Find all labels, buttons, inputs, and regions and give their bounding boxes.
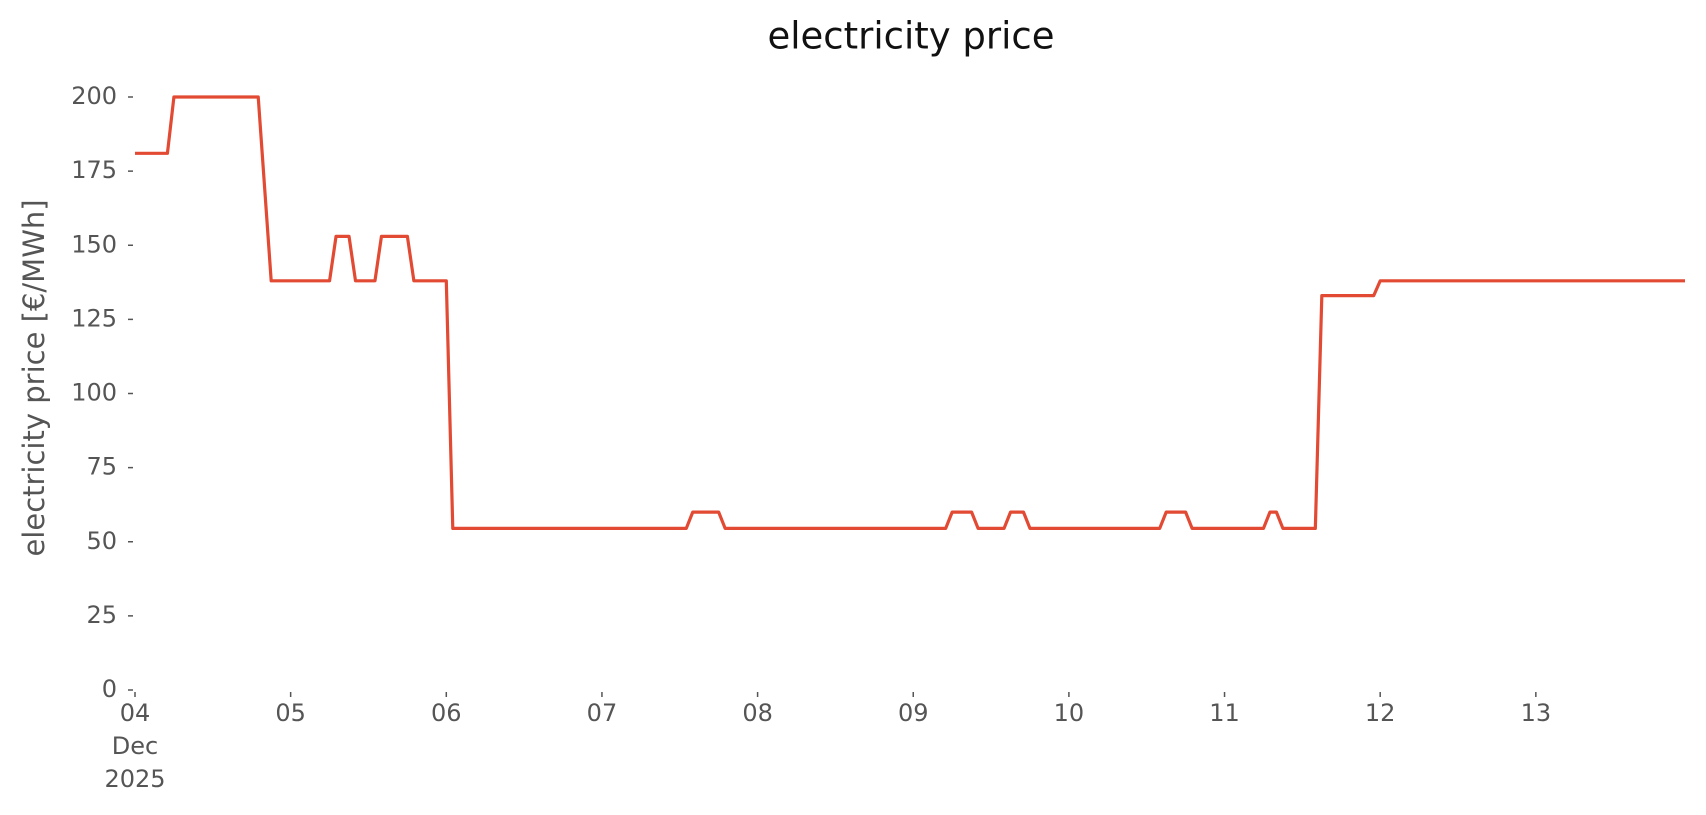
x-tick-label: 06 (431, 699, 462, 727)
x-tick-label-line: 2025 (104, 765, 165, 793)
x-tick-label: 08 (742, 699, 773, 727)
y-tick-label: 200 (71, 82, 117, 110)
x-tick-label: 11 (1209, 699, 1240, 727)
y-tick-label: 125 (71, 304, 117, 332)
y-tick-label: 150 (71, 230, 117, 258)
y-tick-label: 25 (86, 601, 117, 629)
x-tick-label: 12 (1365, 699, 1396, 727)
chart-title: electricity price (767, 15, 1054, 58)
x-tick-label: 04 Dec 2025 (104, 699, 165, 793)
y-tick-label: 175 (71, 156, 117, 184)
y-tick-label: 100 (71, 379, 117, 407)
x-tick-label: 07 (587, 699, 618, 727)
x-tick-label-line: 04 (120, 699, 151, 727)
x-tick-label: 09 (898, 699, 929, 727)
y-tick-label: 50 (86, 527, 117, 555)
x-tick-label: 13 (1521, 699, 1552, 727)
y-axis-label: electricity price [€/MWh] (17, 199, 51, 556)
x-tick-label: 10 (1054, 699, 1085, 727)
x-tick-label: 05 (275, 699, 306, 727)
y-tick-label: 75 (86, 453, 117, 481)
x-tick-label-line: Dec (112, 732, 158, 760)
y-tick-label: 0 (102, 675, 117, 703)
price-line (135, 95, 1685, 531)
